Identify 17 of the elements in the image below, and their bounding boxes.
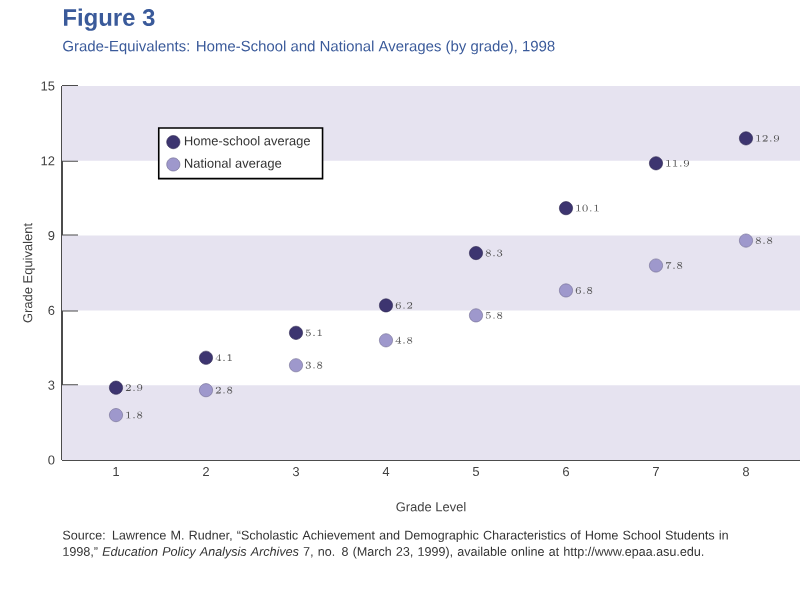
point	[469, 246, 483, 260]
point	[559, 201, 573, 216]
point	[469, 308, 483, 323]
point	[649, 258, 663, 273]
point	[649, 156, 663, 171]
point	[559, 283, 573, 298]
point	[109, 380, 123, 395]
point	[109, 408, 123, 423]
point	[739, 131, 753, 146]
point	[199, 383, 213, 398]
point	[379, 333, 393, 348]
point	[379, 298, 393, 313]
point	[289, 325, 303, 340]
point	[199, 350, 213, 365]
point	[289, 358, 303, 373]
chart-title: Figure 3	[63, 8, 155, 31]
point	[739, 233, 753, 248]
